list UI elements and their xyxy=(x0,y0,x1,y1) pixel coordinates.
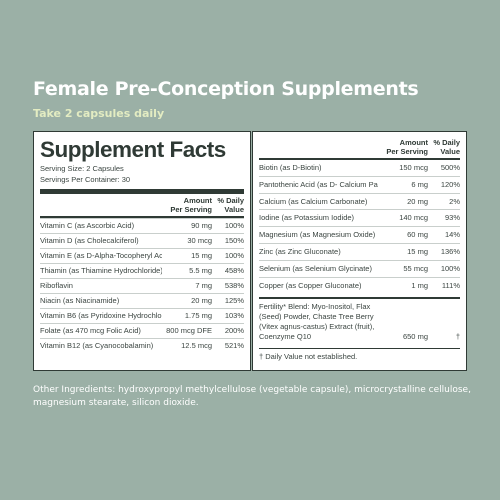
fertility-blend-text: Fertility* Blend: Myo-Inositol, Flax (Se… xyxy=(259,302,375,342)
nutrient-name: Iodine (as Potassium Iodide) xyxy=(259,213,355,223)
nutrient-row: Niacin (as Niacinamide) 20 mg 125% xyxy=(40,293,244,308)
nutrient-name: Vitamin E (as D-Alpha-Tocopheryl Acetate… xyxy=(40,251,162,260)
supplement-facts-panel-right: Amount Per Serving % Daily Value Biotin (a… xyxy=(252,131,467,371)
nutrient-dv: 150% xyxy=(224,236,244,245)
nutrient-row: Copper (as Copper Gluconate) 1 mg 111% xyxy=(259,276,460,294)
fertility-blend-amount: 650 mg xyxy=(402,332,428,342)
nutrient-amount: 1 mg xyxy=(411,280,428,290)
nutrient-dv: 125% xyxy=(224,296,244,305)
servings-per-container: Servings Per Container: 30 xyxy=(40,175,131,184)
daily-value-header: % Daily Value xyxy=(217,196,244,214)
fertility-blend-dv: † xyxy=(455,332,460,342)
nutrient-dv: 14% xyxy=(444,230,460,240)
nutrient-name: Selenium (as Selenium Glycinate) xyxy=(259,263,372,273)
nutrient-dv: 458% xyxy=(224,266,244,275)
nutrient-dv: 100% xyxy=(440,263,460,273)
nutrient-list-left: Vitamin C (as Ascorbic Acid) 90 mg 100% Vit… xyxy=(40,218,244,353)
nutrient-row: Biotin (as D-Biotin) 150 mcg 500% xyxy=(259,158,460,176)
nutrient-row: Vitamin E (as D-Alpha-Tocopheryl Acetate… xyxy=(40,248,244,263)
nutrient-name: Copper (as Copper Gluconate) xyxy=(259,280,362,290)
nutrient-name: Vitamin C (as Ascorbic Acid) xyxy=(40,221,135,230)
nutrient-amount: 800 mcg DFE xyxy=(166,326,212,335)
nutrient-amount: 150 mcg xyxy=(399,163,428,172)
nutrient-name: Niacin (as Niacinamide) xyxy=(40,296,120,305)
nutrient-dv: 500% xyxy=(440,163,460,172)
nutrient-name: Vitamin D (as Cholecalciferol) xyxy=(40,236,139,245)
nutrient-dv: 103% xyxy=(224,311,244,320)
supplement-facts-title: Supplement Facts xyxy=(40,137,226,162)
nutrient-row: Magnesium (as Magnesium Oxide) 60 mg 14% xyxy=(259,226,460,243)
nutrient-name: Vitamin B12 (as Cyanocobalamin) xyxy=(40,341,154,350)
nutrient-amount: 7 mg xyxy=(195,281,212,290)
nutrient-row: Calcium (as Calcium Carbonate) 20 mg 2% xyxy=(259,192,460,210)
page-title: Female Pre-Conception Supplements xyxy=(33,78,419,100)
nutrient-amount: 6 mg xyxy=(411,179,428,189)
nutrient-dv: 200% xyxy=(224,326,244,335)
column-header-left: Amount Per Serving % Daily Value xyxy=(40,194,244,216)
nutrient-amount: 55 mcg xyxy=(403,263,428,273)
divider xyxy=(40,216,244,218)
nutrient-dv: 93% xyxy=(444,213,460,223)
thick-divider xyxy=(40,189,244,194)
nutrient-name: Thiamin (as Thiamine Hydrochloride) xyxy=(40,266,162,275)
nutrient-amount: 60 mg xyxy=(407,230,428,240)
nutrient-amount: 140 mcg xyxy=(399,213,428,223)
nutrient-row: Zinc (as Zinc Gluconate) 15 mg 136% xyxy=(259,242,460,260)
nutrient-name: Magnesium (as Magnesium Oxide) xyxy=(259,230,376,240)
nutrient-row: Selenium (as Selenium Glycinate) 55 mcg 10… xyxy=(259,259,460,277)
nutrient-row: Pantothenic Acid (as D- Calcium Pantothe… xyxy=(259,175,460,193)
nutrient-dv: 521% xyxy=(224,341,244,350)
nutrient-name: Riboflavin xyxy=(40,281,73,290)
nutrient-row: Thiamin (as Thiamine Hydrochloride) 5.5 m… xyxy=(40,263,244,278)
nutrient-dv: 538% xyxy=(224,281,244,290)
nutrient-row: Vitamin B12 (as Cyanocobalamin) 12.5 mcg 5… xyxy=(40,338,244,353)
nutrient-dv: 100% xyxy=(224,221,244,230)
other-ingredients: Other Ingredients: hydroxypropyl methylc… xyxy=(33,385,471,408)
nutrient-name: Biotin (as D-Biotin) xyxy=(259,163,322,172)
amount-header: Amount Per Serving xyxy=(170,196,212,214)
nutrient-dv: 111% xyxy=(441,280,460,290)
nutrient-amount: 20 mg xyxy=(191,296,212,305)
nutrient-row: Vitamin D (as Cholecalciferol) 30 mcg 150% xyxy=(40,233,244,248)
footnote: † Daily Value not established. xyxy=(259,348,460,361)
nutrient-dv: 136% xyxy=(440,246,460,256)
nutrient-name: Calcium (as Calcium Carbonate) xyxy=(259,196,368,206)
supplement-facts-panel-left: Supplement Facts Serving Size: 2 Capsule… xyxy=(33,131,251,371)
fertility-blend-row: Fertility* Blend: Myo-Inositol, Flax (Se… xyxy=(259,297,460,342)
nutrient-list-right: Biotin (as D-Biotin) 150 mcg 500% Pantothen… xyxy=(259,158,460,293)
nutrient-row: Riboflavin 7 mg 538% xyxy=(40,278,244,293)
nutrient-amount: 20 mg xyxy=(407,196,428,206)
daily-value-header: % Daily Value xyxy=(433,138,460,156)
serving-size: Serving Size: 2 Capsules xyxy=(40,164,124,173)
nutrient-amount: 90 mg xyxy=(191,221,212,230)
nutrient-amount: 15 mg xyxy=(191,251,212,260)
nutrient-name: Zinc (as Zinc Gluconate) xyxy=(259,246,341,256)
nutrient-row: Iodine (as Potassium Iodide) 140 mcg 93% xyxy=(259,209,460,226)
page-subtitle: Take 2 capsules daily xyxy=(33,107,165,120)
nutrient-name: Vitamin B6 (as Pyridoxine Hydrochloride) xyxy=(40,311,162,320)
nutrient-dv: 120% xyxy=(440,179,460,189)
column-header-right: Amount Per Serving % Daily Value xyxy=(259,136,460,158)
nutrient-name: Folate (as 470 mcg Folic Acid) xyxy=(40,326,141,335)
nutrient-amount: 12.5 mcg xyxy=(181,341,212,350)
nutrient-row: Vitamin C (as Ascorbic Acid) 90 mg 100% xyxy=(40,218,244,233)
nutrient-row: Folate (as 470 mcg Folic Acid) 800 mcg DF… xyxy=(40,323,244,338)
nutrient-amount: 30 mcg xyxy=(187,236,212,245)
nutrient-amount: 5.5 mg xyxy=(189,266,212,275)
nutrient-amount: 1.75 mg xyxy=(184,311,212,320)
nutrient-dv: 100% xyxy=(224,251,244,260)
nutrient-name: Pantothenic Acid (as D- Calcium Pantothe… xyxy=(259,179,378,189)
amount-header: Amount Per Serving xyxy=(386,138,428,156)
nutrient-dv: 2% xyxy=(449,196,460,206)
nutrient-amount: 15 mg xyxy=(407,246,428,256)
nutrient-row: Vitamin B6 (as Pyridoxine Hydrochloride)… xyxy=(40,308,244,323)
